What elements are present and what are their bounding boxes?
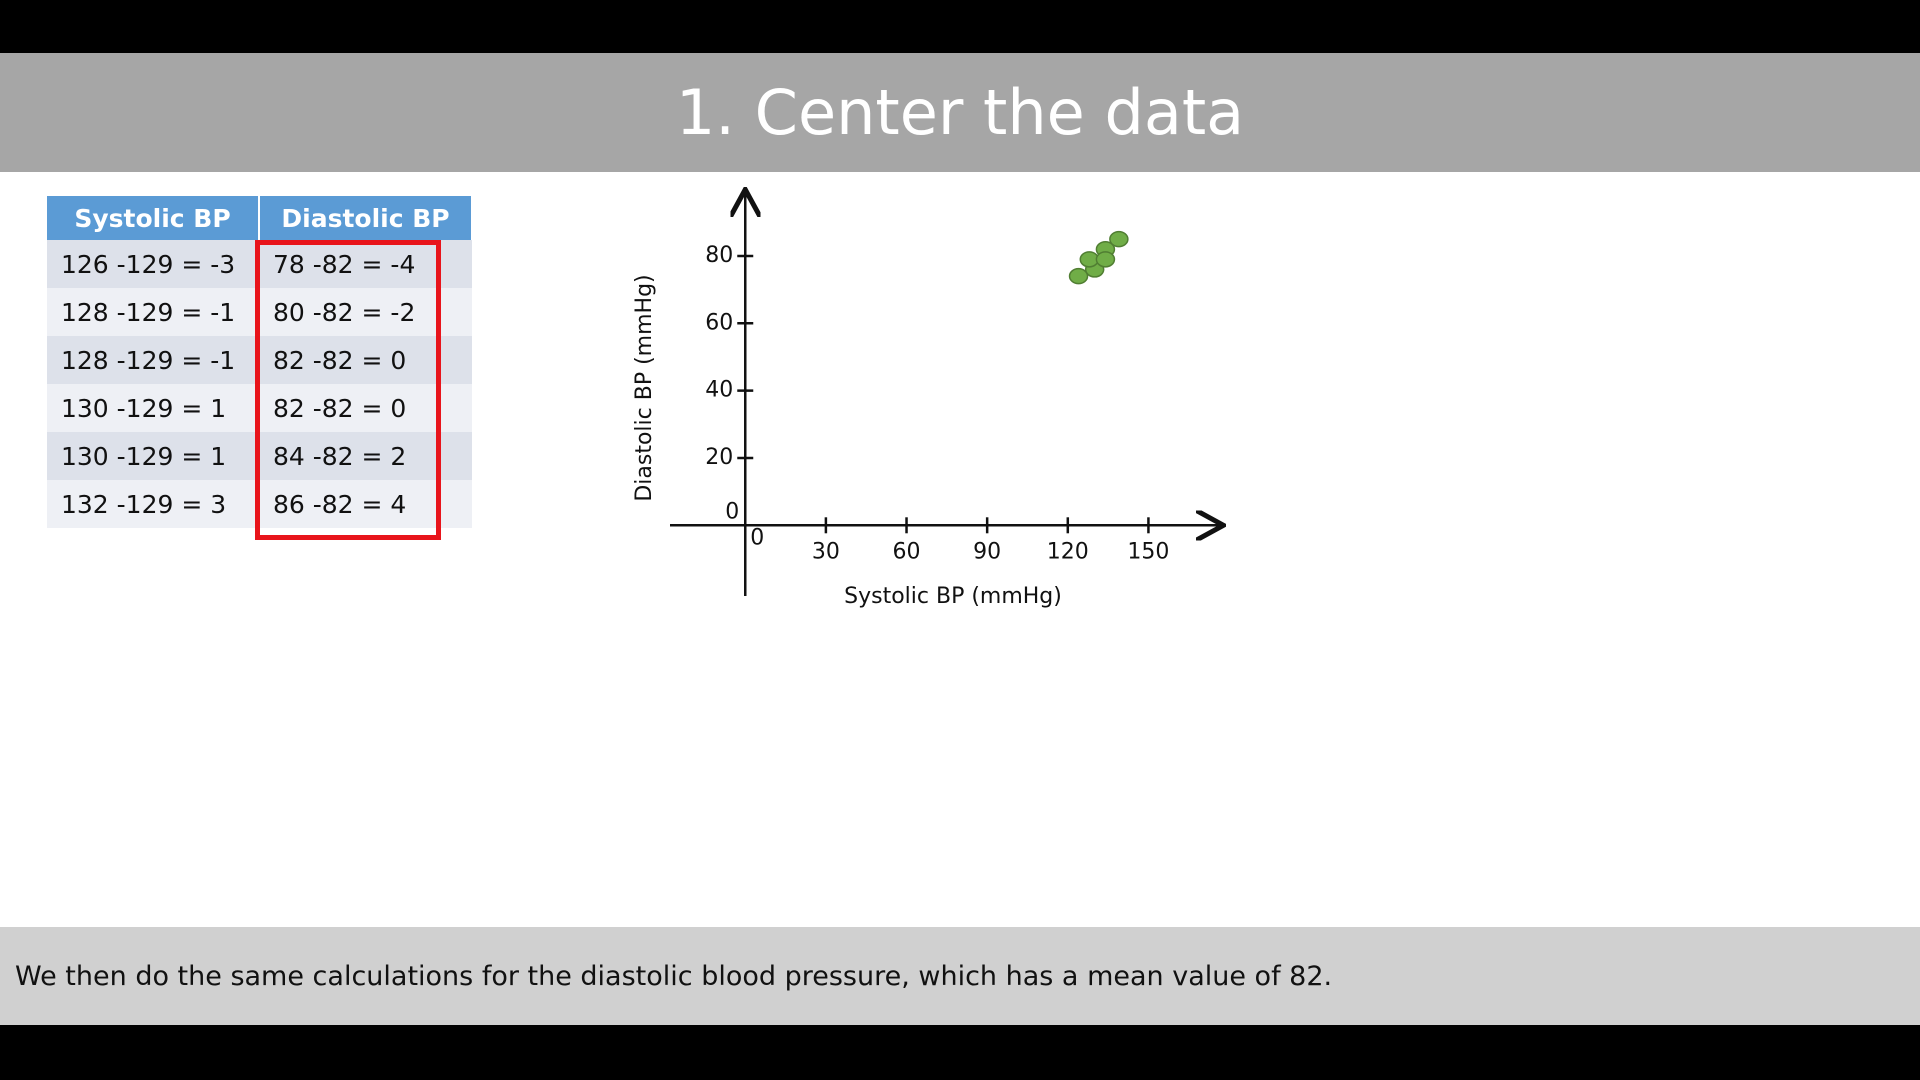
y-tick-label: 20	[705, 445, 733, 470]
y-tick-label: 0	[725, 499, 739, 524]
x-tick-label: 0	[750, 525, 764, 550]
x-tick-label: 30	[812, 539, 840, 564]
table-cell: 132 -129 = 3	[47, 480, 259, 528]
caption: We then do the same calculations for the…	[15, 960, 1333, 992]
y-tick-label: 60	[705, 310, 733, 335]
x-tick-label: 120	[1047, 539, 1089, 564]
column-header: Systolic BP	[47, 196, 260, 240]
highlight-box	[255, 240, 441, 540]
point	[1079, 251, 1100, 268]
slide-title: 1. Center the data	[675, 76, 1245, 149]
letterbox-top	[0, 0, 1920, 53]
column-header: Diastolic BP	[259, 196, 473, 240]
y-tick-label: 40	[705, 378, 733, 403]
table-cell: 130 -129 = 1	[47, 384, 259, 432]
y-axis-label: Diastolic BP (mmHg)	[632, 274, 657, 501]
x-tick-label: 90	[973, 539, 1001, 564]
table-row: 128 -129 = -1 80 -82 = -2	[47, 288, 472, 336]
point	[1068, 267, 1089, 285]
table-cell: 130 -129 = 1	[47, 432, 259, 480]
title-band: 1. Center the data	[0, 53, 1920, 172]
table-cell: 128 -129 = -1	[47, 288, 259, 336]
point	[1109, 230, 1129, 248]
x-tick-label: 150	[1127, 539, 1169, 564]
x-axis-label: Systolic BP (mmHg)	[844, 584, 1062, 609]
table-cell: 128 -129 = -1	[47, 336, 259, 384]
x-tick-label: 60	[893, 539, 921, 564]
table-cell: 126 -129 = -3	[47, 240, 259, 288]
point	[1095, 251, 1116, 268]
caption-band: We then do the same calculations for the…	[0, 927, 1920, 1025]
letterbox-bottom	[0, 1025, 1920, 1080]
y-tick-label: 80	[705, 243, 733, 268]
